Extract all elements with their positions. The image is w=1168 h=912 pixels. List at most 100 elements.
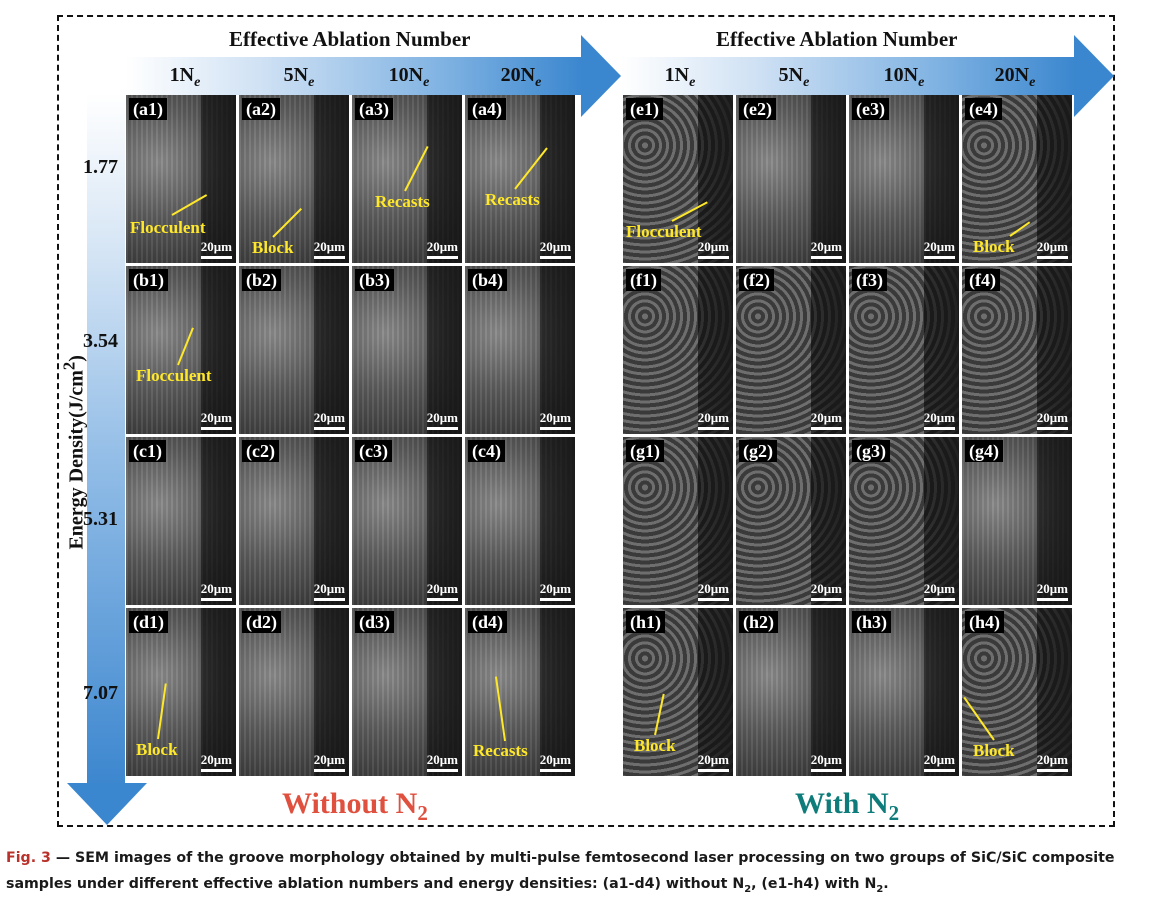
panel-label: (e4) bbox=[965, 98, 1002, 120]
scale-bar: 20μm bbox=[923, 410, 955, 430]
panel-label: (a2) bbox=[242, 98, 280, 120]
sem-grid-with-n2: (e1) 20μm (e2) 20μm (e3) 20μm (e4) 20μm (f1)… bbox=[623, 95, 1072, 776]
energy-density-arrow bbox=[87, 93, 125, 783]
sem-panel: (h4) 20μm bbox=[962, 608, 1072, 776]
caption-sub: 2 bbox=[744, 883, 752, 895]
scale-bar: 20μm bbox=[426, 239, 458, 259]
panel-label: (f3) bbox=[852, 269, 887, 291]
scale-bar: 20μm bbox=[539, 752, 571, 772]
panel-label: (g4) bbox=[965, 440, 1003, 462]
scale-bar: 20μm bbox=[539, 239, 571, 259]
row-label-1: 1.77 bbox=[83, 156, 118, 178]
annotation-a3: Recasts bbox=[375, 192, 430, 211]
col-label-right-4: 20Ne bbox=[994, 64, 1036, 90]
scale-bar: 20μm bbox=[313, 239, 345, 259]
col-label-right-2: 5Ne bbox=[778, 64, 810, 90]
caption-text: SEM images of the groove morphology obta… bbox=[6, 850, 1115, 892]
sem-panel: (g4) 20μm bbox=[962, 437, 1072, 605]
scale-bar: 20μm bbox=[1036, 410, 1068, 430]
scale-bar: 20μm bbox=[697, 581, 729, 601]
panel-label: (b2) bbox=[242, 269, 281, 291]
annotation-a1: Flocculent bbox=[130, 218, 206, 237]
caption-dash: — bbox=[50, 850, 75, 866]
row-label-3: 5.31 bbox=[83, 508, 118, 530]
sem-panel: (d3) 20μm bbox=[352, 608, 462, 776]
sem-panel: (a2) 20μm bbox=[239, 95, 349, 263]
annotation-d4: Recasts bbox=[473, 741, 528, 760]
sem-panel: (d2) 20μm bbox=[239, 608, 349, 776]
sem-panel: (a1) 20μm bbox=[126, 95, 236, 263]
scale-bar: 20μm bbox=[923, 581, 955, 601]
annotation-h1: Block bbox=[634, 736, 676, 755]
panel-label: (f2) bbox=[739, 269, 774, 291]
sem-panel: (e1) 20μm bbox=[623, 95, 733, 263]
sem-panel: (e3) 20μm bbox=[849, 95, 959, 263]
sem-panel: (h3) 20μm bbox=[849, 608, 959, 776]
panel-label: (d3) bbox=[355, 611, 394, 633]
scale-bar: 20μm bbox=[200, 239, 232, 259]
sem-panel: (f2) 20μm bbox=[736, 266, 846, 434]
caption-text: , (e1-h4) with N bbox=[751, 876, 877, 892]
energy-density-title: Energy Density(J/cm2) bbox=[59, 355, 88, 550]
scale-bar: 20μm bbox=[697, 410, 729, 430]
panel-label: (d4) bbox=[468, 611, 507, 633]
panel-label: (h4) bbox=[965, 611, 1004, 633]
panel-label: (e2) bbox=[739, 98, 776, 120]
sem-panel: (d4) 20μm bbox=[465, 608, 575, 776]
scale-bar: 20μm bbox=[539, 581, 571, 601]
scale-bar: 20μm bbox=[810, 410, 842, 430]
panel-label: (e3) bbox=[852, 98, 889, 120]
right-ablation-title: Effective Ablation Number bbox=[716, 27, 958, 51]
panel-label: (h3) bbox=[852, 611, 891, 633]
panel-label: (f1) bbox=[626, 269, 661, 291]
sem-panel: (f4) 20μm bbox=[962, 266, 1072, 434]
scale-bar: 20μm bbox=[313, 581, 345, 601]
left-ablation-arrow bbox=[126, 35, 626, 117]
sem-panel: (e2) 20μm bbox=[736, 95, 846, 263]
scale-bar: 20μm bbox=[200, 752, 232, 772]
figure-frame bbox=[57, 15, 1115, 827]
sem-panel: (b1) 20μm bbox=[126, 266, 236, 434]
scale-bar: 20μm bbox=[539, 410, 571, 430]
annotation-a4: Recasts bbox=[485, 190, 540, 209]
panel-label: (g2) bbox=[739, 440, 777, 462]
col-label-left-2: 5Ne bbox=[283, 64, 315, 90]
scale-bar: 20μm bbox=[810, 752, 842, 772]
sem-panel: (g2) 20μm bbox=[736, 437, 846, 605]
col-label-left-4: 20Ne bbox=[500, 64, 542, 90]
scale-bar: 20μm bbox=[923, 239, 955, 259]
panel-label: (c4) bbox=[468, 440, 505, 462]
panel-label: (a3) bbox=[355, 98, 393, 120]
scale-bar: 20μm bbox=[426, 581, 458, 601]
scale-bar: 20μm bbox=[923, 752, 955, 772]
sem-panel: (d1) 20μm bbox=[126, 608, 236, 776]
col-label-right-3: 10Ne bbox=[883, 64, 925, 90]
row-label-4: 7.07 bbox=[83, 682, 118, 704]
sem-panel: (b3) 20μm bbox=[352, 266, 462, 434]
right-ablation-arrow bbox=[621, 35, 1116, 117]
panel-label: (e1) bbox=[626, 98, 663, 120]
sem-panel: (a4) 20μm bbox=[465, 95, 575, 263]
scale-bar: 20μm bbox=[810, 239, 842, 259]
energy-density-arrow-head bbox=[67, 783, 147, 825]
caption-figure-number: Fig. 3 bbox=[6, 850, 51, 866]
group-title-without-n2: Without N2 bbox=[282, 787, 428, 825]
scale-bar: 20μm bbox=[313, 410, 345, 430]
panel-label: (c1) bbox=[129, 440, 166, 462]
annotation-a2: Block bbox=[252, 238, 294, 257]
scale-bar: 20μm bbox=[426, 752, 458, 772]
sem-panel: (h2) 20μm bbox=[736, 608, 846, 776]
scale-bar: 20μm bbox=[426, 410, 458, 430]
panel-label: (a4) bbox=[468, 98, 506, 120]
sem-panel: (c4) 20μm bbox=[465, 437, 575, 605]
scale-bar: 20μm bbox=[1036, 239, 1068, 259]
sem-grid-without-n2: (a1) 20μm (a2) 20μm (a3) 20μm (a4) 20μm (b1)… bbox=[126, 95, 575, 776]
panel-label: (c3) bbox=[355, 440, 392, 462]
sem-panel: (c2) 20μm bbox=[239, 437, 349, 605]
group-title-with-n2: With N2 bbox=[795, 787, 900, 825]
col-label-left-1: 1Ne bbox=[169, 64, 201, 90]
panel-label: (c2) bbox=[242, 440, 279, 462]
sem-panel: (a3) 20μm bbox=[352, 95, 462, 263]
annotation-e4: Block bbox=[973, 237, 1015, 256]
row-label-2: 3.54 bbox=[83, 330, 118, 352]
